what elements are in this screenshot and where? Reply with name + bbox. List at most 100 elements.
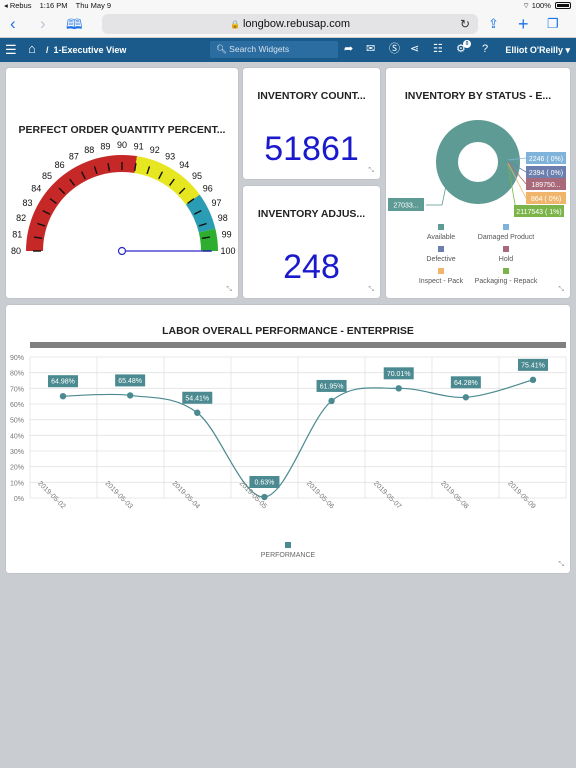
data-label: 54.41% [185,395,209,402]
x-tick-label: 2019-05-06 [305,480,335,510]
legend-label: Available [426,234,456,241]
data-label: 70.01% [387,371,411,378]
legend-swatch [285,542,291,548]
data-label: 65.48% [118,378,142,385]
menu-icon[interactable]: ☰ [5,42,17,57]
resize-icon[interactable]: ⤡ [368,167,374,174]
share-icon[interactable]: ⇪ [488,16,499,31]
slice-label-defective: 2394 ( 0%) [526,166,566,178]
forward-icon[interactable]: › [40,14,46,33]
y-tick-label: 30% [10,449,24,456]
data-point[interactable] [529,376,537,384]
labor-performance-title: LABOR OVERALL PERFORMANCE - ENTERPRISE [162,325,414,337]
data-label-box [48,375,78,388]
legend-item-damaged-product[interactable]: Damaged Product [456,224,556,241]
gauge-band-2 [185,194,216,233]
gauge-band-3 [198,228,218,251]
inventory-adjustments-value: 248 [283,248,340,286]
gauge-pivot [117,246,127,256]
resize-icon[interactable]: ⤡ [558,286,564,293]
share-arrow-icon[interactable]: ➦ [344,43,354,55]
y-tick-label: 60% [10,402,24,409]
data-point[interactable] [462,394,470,401]
gauge-scale-label: 90 [117,140,127,150]
user-menu[interactable]: Elliot O'Reilly ▾ [505,45,570,55]
donut-available-slice[interactable] [436,120,520,204]
data-label-box [115,374,146,387]
ios-status-bar: ◂ Rebus 1:16 PM Thu May 9 ⌔ 100% [0,0,576,11]
data-label: 64.98% [51,379,75,386]
gauge-tick [69,178,75,186]
svg-text:2394 ( 0%): 2394 ( 0%) [529,170,563,177]
gauge-scale-label: 95 [192,171,202,181]
legend-item-packaging-repack[interactable]: Packaging - Repack [456,268,556,285]
gauge-scale-label: 84 [31,184,41,194]
legend-item-hold[interactable]: Hold [456,246,556,263]
gauge-tick [133,162,137,172]
perfect-order-widget: PERFECT ORDER QUANTITY PERCENT... 80 81 82… [6,68,238,298]
gauge-scale-label: 80 [11,246,21,256]
inventory-status-title: INVENTORY BY STATUS - E... [404,90,552,102]
skype-icon[interactable]: Ⓢ [389,43,400,55]
gauge-scale-label: 93 [165,152,175,162]
gauge-band-1 [134,156,200,205]
gauge-tick [178,187,186,195]
share-nodes-icon[interactable]: ⋖ [410,43,420,55]
gauge-scale-label: 85 [42,171,52,181]
breadcrumb-dashboard[interactable]: 1-Executive View [53,45,127,55]
gauge-scale-label: 86 [55,160,65,170]
y-tick-label: 40% [10,433,24,440]
data-point[interactable] [395,385,402,392]
data-point[interactable] [194,409,201,416]
data-label-box [316,379,347,392]
resize-icon[interactable]: ⤡ [226,286,232,293]
address-bar[interactable]: 🔒 longbow.rebusap.com ↻ [102,14,478,34]
legend-performance[interactable]: PERFORMANCE [261,552,316,559]
gauge-tick [93,166,98,175]
data-label-box [182,391,213,404]
data-point[interactable] [126,392,134,399]
data-point[interactable] [328,397,335,405]
x-tick-label: 2019-05-02 [36,480,66,510]
home-icon[interactable]: ⌂ [28,41,36,56]
gauge-tick [158,171,164,180]
data-label-box [518,358,548,371]
new-tab-icon[interactable]: + [518,14,529,34]
legend-item-inspect-pack[interactable]: Inspect - Pack [391,268,491,285]
gauge-scale-label: 87 [69,152,79,162]
back-icon[interactable]: ‹ [10,14,16,33]
tabs-icon[interactable]: ❐ [547,16,559,31]
reload-icon[interactable]: ↻ [459,17,470,31]
gauge-scale-label: 89 [100,141,110,151]
y-tick-label: 50% [10,418,24,425]
y-tick-label: 70% [10,386,24,393]
data-label-box [450,376,481,389]
resize-icon[interactable]: ⤡ [558,561,564,568]
legend-item-defective[interactable]: Defective [391,246,491,263]
inventory-status-widget: INVENTORY BY STATUS - E... 27033... 2246… [386,68,570,298]
notifications-icon[interactable]: ⚙ [456,43,466,55]
gauge-scale-label: 100 [220,246,235,256]
inventory-count-title: INVENTORY COUNT... [257,90,366,102]
legend-swatch [503,224,509,230]
y-tick-label: 10% [10,480,24,487]
labor-performance-widget: LABOR OVERALL PERFORMANCE - ENTERPRISE 0… [6,305,570,573]
resize-icon[interactable]: ⤡ [368,286,374,293]
gauge-tick [80,171,86,180]
back-to-app-link[interactable]: ◂ Rebus [4,1,32,10]
mail-icon[interactable]: ✉ [366,43,376,55]
y-tick-label: 0% [14,496,24,503]
search-input[interactable] [229,44,330,54]
bookmarks-icon[interactable]: 🕮 [66,16,83,32]
search-icon: 🔍︎ [216,44,227,54]
legend-label: Packaging - Repack [474,278,538,285]
x-tick-label: 2019-05-08 [439,480,469,510]
list-icon[interactable]: ☷ [433,43,443,55]
lock-icon: 🔒 [230,20,240,29]
legend-item-available[interactable]: Available [391,224,491,241]
x-tick-label: 2019-05-04 [171,480,201,510]
search-widgets[interactable]: 🔍︎ [210,41,338,58]
help-icon[interactable]: ? [482,43,489,55]
data-point[interactable] [261,493,268,501]
data-point[interactable] [59,392,67,400]
